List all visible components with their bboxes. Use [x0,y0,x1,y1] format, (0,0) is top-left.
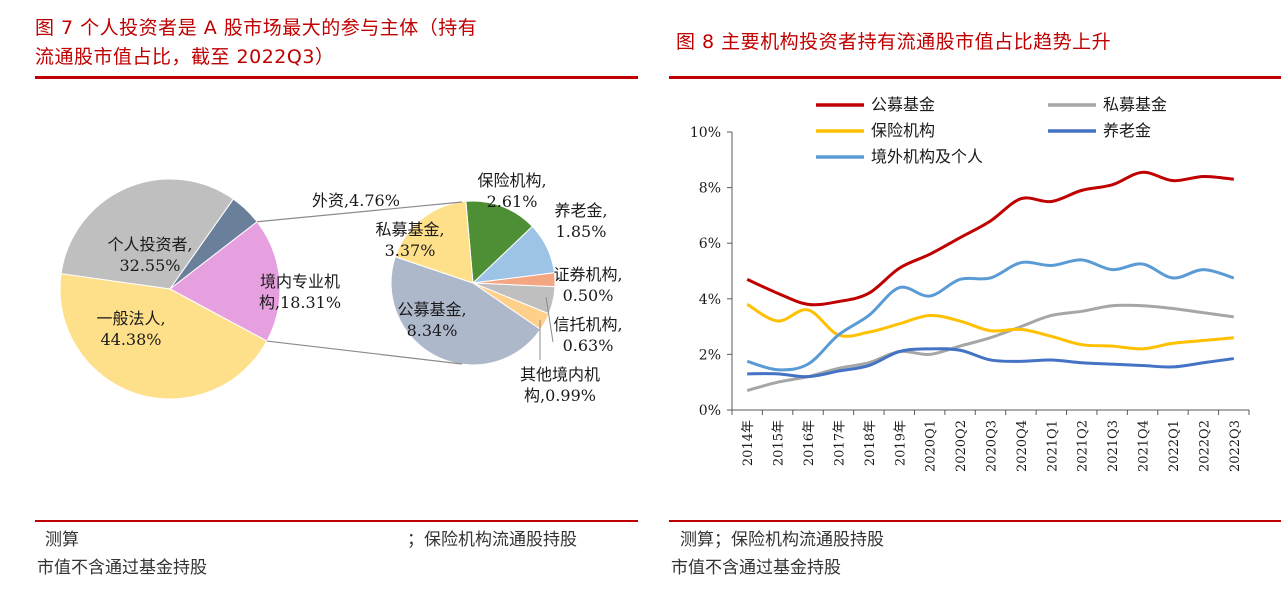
pie-slice [59,273,268,400]
pie-label: 境内专业机 [260,272,340,291]
x-tick-label: 2017年 [832,420,847,466]
x-tick-label: 2021Q1 [1045,420,1060,472]
left-source-line2: 市值不含通过基金持股 [37,558,207,578]
x-tick-label: 2020Q3 [985,420,1000,472]
pie-slice [169,221,281,342]
x-tick-label: 2015年 [772,420,787,466]
x-tick-label: 2019年 [893,420,908,466]
breakout-label: 2.61% [487,192,538,211]
pie-slice [60,178,235,290]
left-source-b: ；保险机构流通股持股 [407,530,577,550]
series-line [746,258,1235,372]
right-source-line2: 市值不含通过基金持股 [671,558,841,578]
breakout-label: 8.34% [407,321,458,340]
pie-label: 一般法人, [96,309,165,328]
connector-line [256,201,463,223]
pie-label: 外资,4.76% [312,191,400,210]
right-title-rule [669,76,1281,79]
series-line [746,303,1234,392]
y-tick-label: 2% [699,347,721,363]
breakout-label: 0.50% [563,286,614,305]
right-source-rule [669,520,1281,522]
x-tick-label: 2020Q2 [954,420,969,472]
x-tick-label: 2022Q1 [1167,420,1182,472]
left-panel-title: 图 7 个人投资者是 A 股市场最大的参与主体（持有 流通股市值占比，截至 20… [35,14,625,72]
x-tick-label: 2014年 [741,420,756,466]
leader-line [545,296,554,343]
breakout-label: 证券机构, [553,265,622,284]
left-title-rule [35,76,638,79]
legend-label: 养老金 [1103,121,1151,140]
x-tick-label: 2020Q4 [1015,420,1030,472]
legend-label: 私募基金 [1103,95,1167,114]
pie-label: 32.55% [119,256,180,275]
series-line [747,347,1234,379]
legend-label: 境外机构及个人 [871,147,983,166]
breakout-label: 信托机构, [553,315,622,334]
breakout-label: 保险机构, [477,171,546,190]
breakout-label: 0.63% [563,336,614,355]
right-panel-title: 图 8 主要机构投资者持有流通股市值占比趋势上升 [676,31,1112,53]
x-tick-label: 2022Q2 [1197,420,1212,472]
y-tick-label: 0% [699,403,721,419]
breakout-label: 公募基金, [397,300,466,319]
x-tick-label: 2018年 [863,420,878,466]
breakout-label: 私募基金, [375,220,444,239]
right-source-line1: 测算；保险机构流通股持股 [680,530,884,550]
pie-label: 44.38% [100,330,161,349]
breakout-slice [465,200,534,285]
breakout-label: 1.85% [556,222,607,241]
legend-label: 公募基金 [871,95,935,114]
pie-label: 个人投资者, [107,235,192,254]
legend-label: 保险机构 [871,121,935,140]
x-tick-label: 2016年 [802,420,817,466]
y-tick-label: 6% [699,236,721,252]
x-tick-label: 2021Q4 [1137,420,1152,472]
pie-label: 构,18.31% [259,293,341,312]
x-tick-label: 2021Q2 [1076,420,1091,472]
left-title-line1: 图 7 个人投资者是 A 股市场最大的参与主体（持有 [35,17,478,39]
y-tick-label: 4% [699,292,721,308]
breakout-label: 养老金, [554,201,607,220]
left-source-a: 测算 [45,530,79,550]
series-line [746,170,1234,307]
series-line [746,303,1234,351]
x-tick-label: 2020Q1 [924,420,939,472]
line-chart: 0% 2% 4% 6% 8% 10% 2014年 2015年 2016年 2017年 2018年 20… [690,95,1250,472]
y-tick-label: 10% [690,125,721,141]
breakout-slice [390,256,542,366]
connector-line [266,340,463,365]
breakout-label: 构,0.99% [524,386,596,405]
breakout-label: 3.37% [385,241,436,260]
y-tick-label: 8% [699,181,721,197]
breakout-label: 其他境内机 [520,365,600,384]
x-tick-label: 2021Q3 [1106,420,1121,472]
left-title-line2: 流通股市值占比，截至 2022Q3） [35,46,335,68]
left-source-rule [35,520,638,522]
x-tick-label: 2022Q3 [1228,420,1243,472]
